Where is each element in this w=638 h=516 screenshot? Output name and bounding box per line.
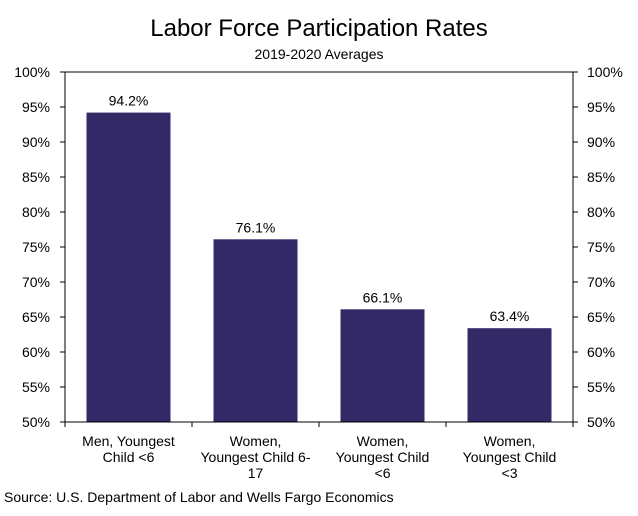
bars-layer: [86, 112, 552, 422]
right-tick-label-85: 85%: [587, 169, 615, 185]
right-tick-label-90: 90%: [587, 134, 615, 150]
right-tick-label-50: 50%: [587, 414, 615, 430]
chart-title: Labor Force Participation Rates: [150, 15, 488, 42]
category-label-3-line-2: Youngest Child: [336, 449, 430, 465]
chart-subtitle: 2019-2020 Averages: [254, 46, 384, 62]
category-label-1-line-2: Child <6: [103, 449, 155, 465]
right-tick-label-100: 100%: [587, 64, 623, 80]
right-tick-label-75: 75%: [587, 239, 615, 255]
category-label-2-line-2: Youngest Child 6-: [200, 449, 310, 465]
right-tick-label-95: 95%: [587, 99, 615, 115]
left-tick-label-65: 65%: [22, 309, 50, 325]
right-tick-label-60: 60%: [587, 344, 615, 360]
data-label-4: 63.4%: [490, 308, 530, 324]
bar-4: [467, 328, 552, 422]
left-tick-label-100: 100%: [14, 64, 50, 80]
left-tick-label-80: 80%: [22, 204, 50, 220]
data-label-3: 66.1%: [363, 289, 403, 305]
category-label-3-line-1: Women,: [357, 433, 409, 449]
left-tick-label-50: 50%: [22, 414, 50, 430]
left-tick-label-95: 95%: [22, 99, 50, 115]
bar-1: [86, 112, 171, 422]
data-label-2: 76.1%: [236, 219, 276, 235]
category-label-1-line-1: Men, Youngest: [82, 433, 175, 449]
left-tick-label-75: 75%: [22, 239, 50, 255]
bar-2: [213, 239, 298, 422]
category-label-4-line-2: Youngest Child: [463, 449, 557, 465]
category-label-4-line-3: <3: [502, 465, 518, 481]
right-tick-label-65: 65%: [587, 309, 615, 325]
right-tick-label-80: 80%: [587, 204, 615, 220]
category-label-4-line-1: Women,: [484, 433, 536, 449]
left-tick-label-85: 85%: [22, 169, 50, 185]
data-label-1: 94.2%: [109, 93, 149, 109]
left-tick-label-60: 60%: [22, 344, 50, 360]
axis-ticks: [60, 71, 578, 427]
category-label-3-line-3: <6: [375, 465, 391, 481]
category-label-2-line-1: Women,: [230, 433, 282, 449]
left-tick-label-55: 55%: [22, 379, 50, 395]
bar-3: [340, 309, 425, 422]
category-label-2-line-3: 17: [248, 465, 264, 481]
right-tick-label-55: 55%: [587, 379, 615, 395]
right-tick-label-70: 70%: [587, 274, 615, 290]
source-note: Source: U.S. Department of Labor and Wel…: [4, 489, 394, 505]
left-tick-label-90: 90%: [22, 134, 50, 150]
left-tick-label-70: 70%: [22, 274, 50, 290]
